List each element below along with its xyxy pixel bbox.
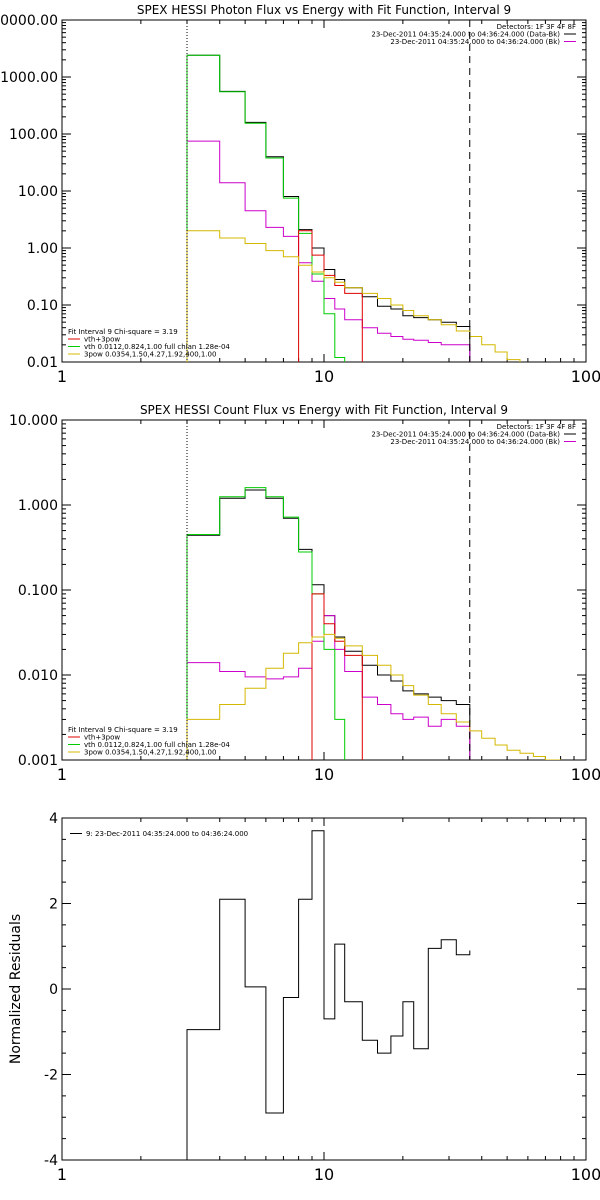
- x-tick-label: 10: [314, 367, 334, 386]
- chart-title: SPEX HESSI Count Flux vs Energy with Fit…: [140, 403, 508, 417]
- series-group: [186, 830, 471, 1160]
- legend-label: 23-Dec-2011 04:35:24.000 to 04:36:24.000…: [390, 438, 560, 446]
- legend-label: Detectors: 1F 3F 4F 8F: [497, 23, 576, 31]
- x-tick-label: 100: [571, 1165, 600, 1184]
- y-tick-label: 1000.00: [0, 70, 58, 86]
- series-line-2: [186, 140, 471, 362]
- legend-bottom-left: Fit Interval 9 Chi-square = 3.19vth+3pow…: [68, 726, 230, 757]
- y-tick-label: 0.100: [18, 583, 58, 599]
- x-tick-label: 10: [314, 765, 334, 784]
- legend-label: 23-Dec-2011 04:35:24.000 to 04:36:24.000…: [390, 38, 560, 46]
- chart-2: SPEX HESSI Count Flux vs Energy with Fit…: [9, 403, 600, 784]
- legend-top-left: 9: 23-Dec-2011 04:35:24.000 to 04:36:24.…: [70, 830, 248, 838]
- series-line-3: [186, 487, 346, 760]
- x-tick-label: 10: [314, 1165, 334, 1184]
- y-tick-label: 0000.00: [0, 13, 58, 29]
- y-tick-label: 0: [49, 982, 58, 998]
- y-tick-label: 10.000: [9, 413, 58, 429]
- legend-label: 3pow 0.0354,1.50,4.27,1.92,400,1.00: [84, 749, 216, 757]
- series-line-4: [311, 593, 363, 760]
- x-axis: 1 10 100: [57, 20, 600, 386]
- legend-label: vth 0.0112,0.824,1.00 full chian 1.28e-0…: [84, 343, 230, 351]
- legend-label: vth+3pow: [84, 734, 120, 742]
- legend-label: 23-Dec-2011 04:35:24.000 to 04:36:24.000…: [371, 31, 560, 39]
- series-line-4: [298, 230, 363, 362]
- legend-label: 3pow 0.0354,1.50,4.27,1.92,400,1.00: [84, 351, 216, 359]
- x-tick-label: 100: [571, 765, 600, 784]
- legend-label: Fit Interval 9 Chi-square = 3.19: [68, 726, 178, 734]
- series-group: [186, 487, 562, 760]
- y-axis-label: Normalized Residuals: [8, 914, 24, 1064]
- y-axis: -4 -2 0 2 4: [44, 811, 586, 1169]
- series-line-1: [186, 489, 471, 760]
- x-axis: 1 10 100: [57, 818, 600, 1184]
- y-tick-label: 2: [49, 897, 58, 913]
- y-tick-label: 1.000: [18, 498, 58, 514]
- x-tick-label: 1: [57, 367, 67, 386]
- y-tick-label: -4: [44, 1153, 58, 1169]
- y-tick-label: 1.00: [27, 241, 58, 257]
- chart-1: SPEX HESSI Photon Flux vs Energy with Fi…: [0, 3, 600, 386]
- legend-bottom-left: Fit Interval 9 Chi-square = 3.19vth+3pow…: [68, 328, 230, 359]
- y-tick-label: 0.01: [27, 355, 58, 371]
- y-tick-label: 100.00: [9, 127, 58, 143]
- y-tick-label: 0.10: [27, 298, 58, 314]
- series-group: [186, 54, 521, 362]
- legend-label: Detectors: 1F 3F 4F 8F: [497, 423, 576, 431]
- x-tick-label: 1: [57, 765, 67, 784]
- chart-title: SPEX HESSI Photon Flux vs Energy with Fi…: [137, 3, 511, 17]
- legend-label: 23-Dec-2011 04:35:24.000 to 04:36:24.000…: [371, 431, 560, 439]
- series-line-5: [186, 633, 562, 760]
- y-tick-label: 0.010: [18, 668, 58, 684]
- legend-label: vth 0.0112,0.824,1.00 full chian 1.28e-0…: [84, 741, 230, 749]
- series-line-5: [186, 230, 521, 362]
- y-tick-label: 10.00: [18, 184, 58, 200]
- series-line-1: [186, 830, 471, 1160]
- legend-label: 9: 23-Dec-2011 04:35:24.000 to 04:36:24.…: [86, 830, 248, 838]
- x-tick-label: 100: [571, 367, 600, 386]
- series-line-1: [186, 54, 471, 362]
- legend-label: Fit Interval 9 Chi-square = 3.19: [68, 328, 178, 336]
- series-line-3: [186, 54, 346, 362]
- legend-label: vth+3pow: [84, 336, 120, 344]
- y-tick-label: 4: [49, 811, 58, 827]
- series-line-2: [186, 615, 471, 760]
- y-tick-label: 0.001: [18, 753, 58, 769]
- x-tick-label: 1: [57, 1165, 67, 1184]
- chart-3: 1 10 100 -4 -2 0 2 4 Normalized Residuals 9: 23-D…: [8, 811, 600, 1184]
- y-axis: 0.01 0.10 1.00 10.00 100.00 1000.00 0000.00: [0, 13, 586, 371]
- y-axis: 0.001 0.010 0.100 1.000 10.000: [9, 413, 586, 769]
- y-tick-label: -2: [44, 1068, 58, 1084]
